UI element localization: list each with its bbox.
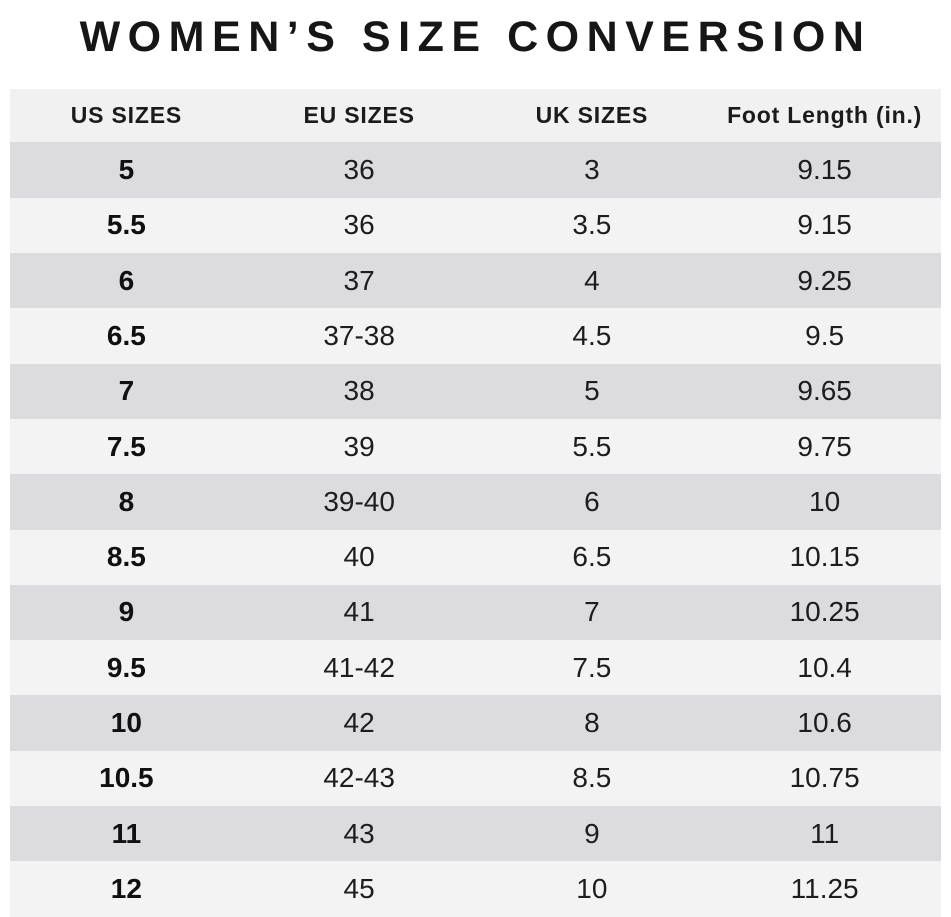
eu-size-cell: 36 <box>343 209 375 241</box>
us-size-cell: 9 <box>118 596 135 628</box>
foot-length-cell: 10.6 <box>797 707 852 739</box>
eu-size-cell: 38 <box>343 375 375 407</box>
eu-size-cell: 42 <box>343 707 375 739</box>
eu-size-cell: 37 <box>343 264 375 296</box>
eu-size-cell: 36 <box>343 154 375 186</box>
eu-size-cell: 41-42 <box>323 651 395 683</box>
uk-size-cell: 3.5 <box>572 209 612 241</box>
uk-size-cell: 8.5 <box>572 762 612 794</box>
table-row: 7.5 39 5.5 9.75 <box>10 418 941 475</box>
table-row: 10 42 8 10.6 <box>10 695 941 751</box>
foot-length-cell: 11.25 <box>790 872 859 904</box>
us-size-cell: 10.5 <box>99 762 154 794</box>
foot-length-cell: 9.75 <box>797 430 852 462</box>
column-header-eu-sizes: EU SIZES <box>303 102 415 129</box>
foot-length-cell: 10 <box>809 485 841 517</box>
uk-size-cell: 5 <box>584 375 600 407</box>
eu-size-cell: 43 <box>343 817 375 849</box>
foot-length-cell: 10.75 <box>789 762 860 794</box>
table-row: 8.5 40 6.5 10.15 <box>10 529 941 585</box>
table-row: 9 41 7 10.25 <box>10 584 941 641</box>
eu-size-cell: 41 <box>343 596 375 628</box>
table-row: 6.5 37-38 4.5 9.5 <box>10 308 941 364</box>
column-header-uk-sizes: UK SIZES <box>535 102 649 129</box>
uk-size-cell: 6.5 <box>572 541 612 573</box>
uk-size-cell: 10 <box>576 872 608 904</box>
foot-length-cell: 9.15 <box>797 209 852 241</box>
foot-length-cell: 9.25 <box>797 264 852 296</box>
uk-size-cell: 9 <box>584 817 600 849</box>
foot-length-cell: 9.5 <box>805 319 845 351</box>
us-size-cell: 6.5 <box>106 319 146 351</box>
table-row: 11 43 9 11 <box>10 806 941 862</box>
table-row: 5.5 36 3.5 9.15 <box>10 197 941 254</box>
eu-size-cell: 39-40 <box>323 485 395 517</box>
us-size-cell: 10 <box>110 707 142 739</box>
us-size-cell: 11 <box>111 817 142 849</box>
uk-size-cell: 4 <box>584 264 600 296</box>
table-row: 10.5 42-43 8.5 10.75 <box>10 750 941 806</box>
column-header-foot-length: Foot Length (in.) <box>727 102 923 129</box>
us-size-cell: 8 <box>118 485 135 517</box>
us-size-cell: 7 <box>118 375 135 407</box>
eu-size-cell: 45 <box>343 872 375 904</box>
us-size-cell: 12 <box>110 872 142 904</box>
uk-size-cell: 4.5 <box>572 319 612 351</box>
us-size-cell: 8.5 <box>106 541 146 573</box>
us-size-cell: 9.5 <box>106 651 146 683</box>
uk-size-cell: 7 <box>584 596 600 628</box>
foot-length-cell: 9.15 <box>797 154 852 186</box>
eu-size-cell: 42-43 <box>323 762 395 794</box>
foot-length-cell: 11 <box>810 817 840 849</box>
table-row: 7 38 5 9.65 <box>10 363 941 419</box>
foot-length-cell: 9.65 <box>797 375 852 407</box>
foot-length-cell: 10.4 <box>797 651 852 683</box>
size-conversion-table: US SIZES EU SIZES UK SIZES Foot Length (… <box>10 89 941 917</box>
foot-length-cell: 10.15 <box>789 541 860 573</box>
table-row: 9.5 41-42 7.5 10.4 <box>10 640 941 696</box>
eu-size-cell: 39 <box>343 430 375 462</box>
page-title: WOMEN’S SIZE CONVERSION <box>79 13 872 61</box>
uk-size-cell: 3 <box>584 154 600 186</box>
column-header-us-sizes: US SIZES <box>70 102 182 129</box>
table-header-row: US SIZES EU SIZES UK SIZES Foot Length (… <box>10 89 941 143</box>
uk-size-cell: 5.5 <box>572 430 612 462</box>
table-row: 12 45 10 11.25 <box>10 861 941 917</box>
table-row: 6 37 4 9.25 <box>10 253 941 309</box>
us-size-cell: 5.5 <box>106 209 146 241</box>
eu-size-cell: 37-38 <box>323 319 395 351</box>
table-row: 5 36 3 9.15 <box>10 142 941 198</box>
uk-size-cell: 8 <box>584 707 600 739</box>
foot-length-cell: 10.25 <box>789 596 860 628</box>
eu-size-cell: 40 <box>343 541 375 573</box>
us-size-cell: 6 <box>118 264 135 296</box>
uk-size-cell: 6 <box>584 485 600 517</box>
table-body: 5 36 3 9.15 5.5 36 3.5 9.15 6 37 4 9.25 … <box>10 142 941 917</box>
us-size-cell: 7.5 <box>106 430 146 462</box>
table-row: 8 39-40 6 10 <box>10 474 941 530</box>
us-size-cell: 5 <box>118 154 135 186</box>
uk-size-cell: 7.5 <box>572 651 612 683</box>
